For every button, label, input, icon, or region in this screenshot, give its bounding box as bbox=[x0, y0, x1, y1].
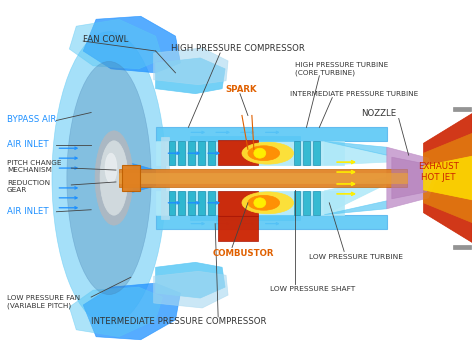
Bar bbox=[155, 127, 387, 141]
Ellipse shape bbox=[105, 153, 117, 183]
Bar bbox=[191, 136, 300, 141]
Bar bbox=[119, 169, 407, 187]
Ellipse shape bbox=[242, 192, 293, 214]
Text: NOZZLE: NOZZLE bbox=[361, 109, 396, 118]
Bar bbox=[198, 191, 205, 215]
Polygon shape bbox=[154, 48, 228, 85]
Polygon shape bbox=[324, 201, 387, 215]
Polygon shape bbox=[424, 114, 472, 242]
Polygon shape bbox=[69, 19, 163, 69]
Ellipse shape bbox=[52, 32, 166, 324]
Polygon shape bbox=[324, 141, 387, 165]
Bar bbox=[169, 141, 175, 165]
Bar bbox=[179, 141, 185, 165]
Bar bbox=[155, 191, 344, 215]
Bar bbox=[169, 191, 175, 215]
Polygon shape bbox=[154, 271, 228, 308]
Text: AIR INLET: AIR INLET bbox=[7, 140, 48, 149]
Ellipse shape bbox=[248, 195, 280, 210]
Bar bbox=[179, 191, 185, 215]
Text: LOW PRESSURE TURBINE: LOW PRESSURE TURBINE bbox=[310, 255, 403, 260]
Polygon shape bbox=[324, 177, 387, 215]
Text: REDUCTION
GEAR: REDUCTION GEAR bbox=[7, 180, 50, 193]
Ellipse shape bbox=[100, 141, 128, 215]
Ellipse shape bbox=[242, 142, 293, 164]
Text: INTERMEDIATE PRESSURE COMPRESSOR: INTERMEDIATE PRESSURE COMPRESSOR bbox=[91, 317, 266, 326]
Text: HIGH PRESSURE COMPRESSOR: HIGH PRESSURE COMPRESSOR bbox=[171, 44, 304, 53]
Bar bbox=[313, 191, 320, 215]
Text: SPARK: SPARK bbox=[225, 85, 257, 94]
Polygon shape bbox=[131, 163, 155, 193]
Text: INTERMEDIATE PRESSURE TURBINE: INTERMEDIATE PRESSURE TURBINE bbox=[290, 91, 418, 97]
Bar bbox=[188, 141, 195, 165]
Ellipse shape bbox=[67, 61, 151, 295]
Text: AIR INLET: AIR INLET bbox=[7, 207, 48, 216]
Polygon shape bbox=[392, 157, 432, 199]
Bar bbox=[293, 141, 301, 165]
Bar bbox=[218, 191, 258, 216]
Bar bbox=[155, 141, 344, 165]
Bar bbox=[218, 140, 258, 165]
Bar bbox=[303, 141, 310, 165]
Bar bbox=[188, 191, 195, 215]
Bar bbox=[453, 106, 471, 110]
Ellipse shape bbox=[254, 148, 266, 158]
Bar bbox=[122, 165, 140, 191]
Bar bbox=[313, 141, 320, 165]
Bar bbox=[218, 216, 258, 240]
Bar bbox=[453, 245, 471, 250]
Polygon shape bbox=[424, 156, 472, 200]
Bar bbox=[155, 215, 387, 229]
Polygon shape bbox=[155, 58, 225, 94]
Text: BYPASS AIR: BYPASS AIR bbox=[7, 115, 56, 124]
Ellipse shape bbox=[95, 131, 133, 225]
Text: EXHAUST
HOT JET: EXHAUST HOT JET bbox=[418, 162, 459, 182]
Text: LOW PRESSURE FAN
(VARIABLE PITCH): LOW PRESSURE FAN (VARIABLE PITCH) bbox=[7, 295, 80, 309]
Text: PITCH CHANGE
MECHANISM: PITCH CHANGE MECHANISM bbox=[7, 160, 61, 173]
Polygon shape bbox=[424, 133, 472, 223]
Ellipse shape bbox=[254, 198, 266, 208]
Polygon shape bbox=[83, 283, 181, 340]
Ellipse shape bbox=[248, 146, 280, 160]
Text: LOW PRESSURE SHAFT: LOW PRESSURE SHAFT bbox=[270, 286, 355, 292]
Bar bbox=[161, 137, 169, 219]
Polygon shape bbox=[155, 262, 225, 298]
Bar bbox=[293, 191, 301, 215]
Bar bbox=[303, 191, 310, 215]
Text: FAN COWL: FAN COWL bbox=[83, 34, 128, 44]
Bar bbox=[191, 215, 300, 220]
Bar bbox=[119, 173, 407, 183]
Polygon shape bbox=[83, 16, 181, 73]
Bar bbox=[208, 141, 215, 165]
Bar bbox=[198, 141, 205, 165]
Bar bbox=[208, 191, 215, 215]
Polygon shape bbox=[324, 141, 387, 155]
Polygon shape bbox=[69, 287, 163, 337]
Text: HIGH PRESSURE TURBINE
(CORE TURBINE): HIGH PRESSURE TURBINE (CORE TURBINE) bbox=[294, 62, 388, 76]
Polygon shape bbox=[387, 147, 437, 209]
Text: COMBUSTOR: COMBUSTOR bbox=[212, 249, 273, 258]
